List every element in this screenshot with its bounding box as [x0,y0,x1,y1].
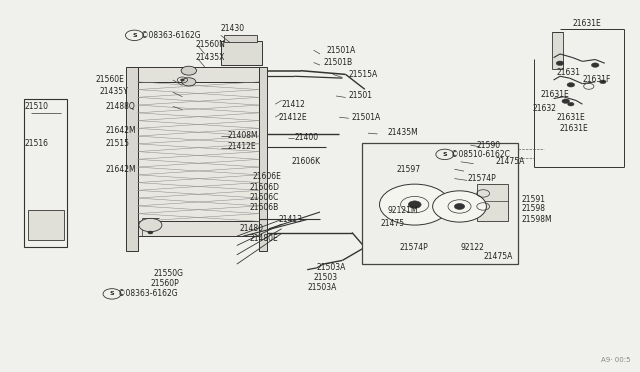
Text: 21510: 21510 [24,102,49,110]
Text: 92121M: 92121M [387,206,418,215]
Text: 21642M: 21642M [106,126,136,135]
Circle shape [433,191,486,222]
Text: 21515: 21515 [106,139,130,148]
Text: 21631E: 21631E [560,124,589,133]
Text: 21606K: 21606K [291,157,321,166]
Text: 21606E: 21606E [253,172,282,181]
Bar [362,143,518,264]
Text: 21550G: 21550G [154,269,184,278]
Text: 21408M: 21408M [227,131,258,140]
Bar [224,35,257,42]
Text: 21631F: 21631F [582,76,611,84]
Text: 21480: 21480 [240,224,264,233]
Bar [28,210,64,240]
Text: 21501A: 21501A [352,113,381,122]
Text: 21560P: 21560P [150,279,179,288]
Text: 21503A: 21503A [317,263,346,272]
Text: 21631E: 21631E [541,90,570,99]
Text: 21503: 21503 [314,273,338,282]
Text: S: S [442,152,447,157]
Text: 21501: 21501 [349,92,372,100]
Text: 21435M: 21435M [387,128,418,137]
Text: ©08510-6162C: ©08510-6162C [451,150,510,159]
Text: 21430: 21430 [221,24,245,33]
Text: 21631: 21631 [557,68,581,77]
Circle shape [408,201,421,208]
Text: 21598M: 21598M [522,215,552,224]
Text: 21503A: 21503A [307,283,337,292]
Circle shape [567,83,575,87]
Bar [138,67,259,82]
Bar [126,67,138,251]
Circle shape [180,79,184,81]
Text: 21560E: 21560E [96,76,125,84]
Text: 21632: 21632 [532,104,557,113]
Text: 21475A: 21475A [483,252,513,261]
Text: 21413: 21413 [278,215,302,224]
Bar [138,82,259,221]
Text: 21480E: 21480E [250,234,278,243]
Text: 21501A: 21501A [326,46,356,55]
Text: 21606C: 21606C [250,193,279,202]
Text: 21642M: 21642M [106,165,136,174]
Bar [552,32,563,69]
Bar [259,67,268,251]
Text: 21516: 21516 [24,139,49,148]
Circle shape [556,61,564,65]
Text: 21435Y: 21435Y [99,87,128,96]
Circle shape [562,99,570,103]
Circle shape [600,80,606,84]
Text: ©08363-6162G: ©08363-6162G [118,289,178,298]
Text: 21631E: 21631E [557,113,586,122]
Text: 21560N: 21560N [195,40,225,49]
Bar [221,41,262,65]
Circle shape [182,78,196,86]
Text: 21475A: 21475A [496,157,525,166]
Text: 21574P: 21574P [467,174,496,183]
Text: 92122: 92122 [461,243,484,252]
Text: 21515A: 21515A [349,70,378,79]
Bar [24,99,67,247]
Text: 21631E: 21631E [573,19,602,28]
Text: 21591: 21591 [522,195,545,203]
Text: 21574P: 21574P [400,243,429,252]
Text: 21400: 21400 [294,133,319,142]
Text: S: S [109,291,115,296]
Text: S: S [132,33,137,38]
Circle shape [139,218,162,232]
Circle shape [591,63,599,67]
Circle shape [568,102,574,106]
Text: 21501B: 21501B [323,58,353,67]
Text: 21435X: 21435X [195,53,225,62]
Circle shape [148,231,153,234]
Circle shape [181,66,196,75]
Bar [477,184,508,221]
Text: 21598: 21598 [522,204,545,213]
Text: 21606B: 21606B [250,203,279,212]
Text: 21488Q: 21488Q [106,102,135,110]
Text: 21412E: 21412E [227,142,256,151]
Text: 21412E: 21412E [278,113,307,122]
Circle shape [454,203,465,209]
Text: 21412: 21412 [282,100,305,109]
Text: ©08363-6162G: ©08363-6162G [141,31,200,40]
Text: 21606D: 21606D [250,183,280,192]
Circle shape [380,184,450,225]
Bar [138,221,259,236]
Text: 21590: 21590 [477,141,501,150]
Text: 21475: 21475 [381,219,405,228]
Text: A9· 00:5: A9· 00:5 [601,357,630,363]
Text: 21597: 21597 [397,165,421,174]
